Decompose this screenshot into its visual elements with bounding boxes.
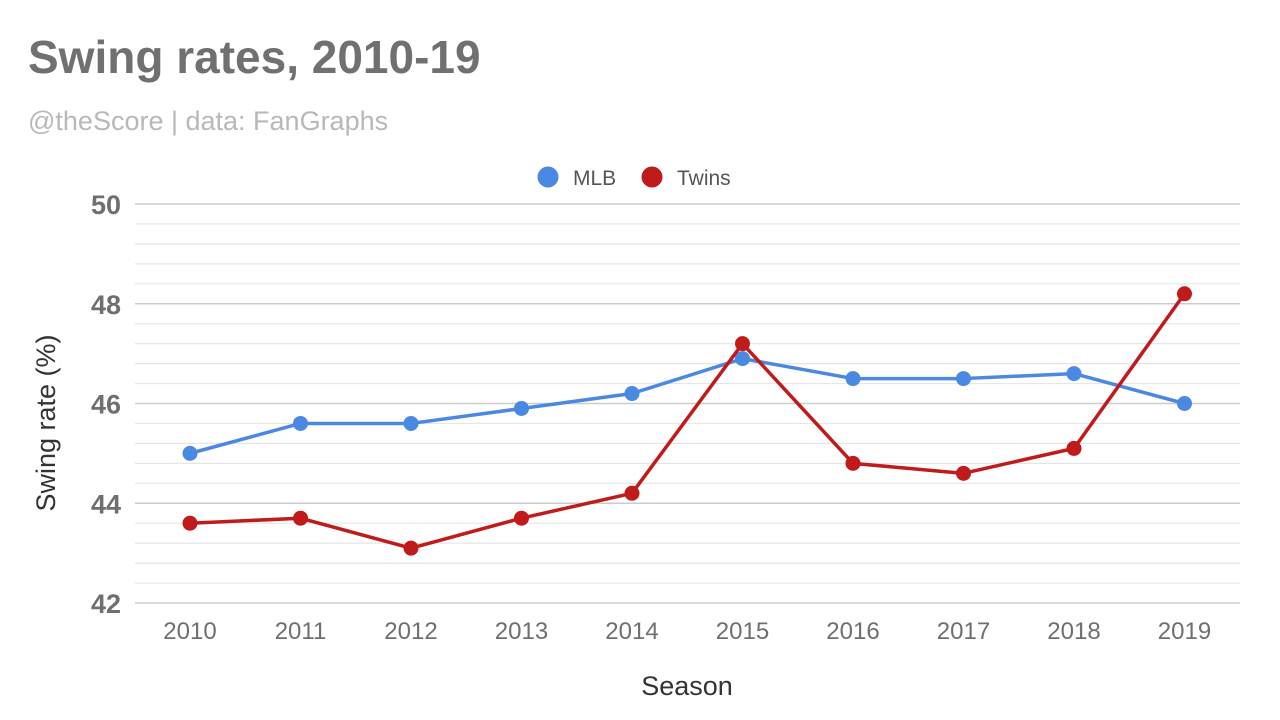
data-point-mlb: [845, 371, 861, 387]
legend-marker: [537, 166, 559, 188]
data-point-twins: [624, 485, 640, 501]
data-point-twins: [293, 510, 308, 526]
x-tick-label: 2017: [937, 618, 990, 645]
series-line-mlb: [189, 356, 1185, 456]
y-tick-label: 46: [91, 390, 121, 420]
y-tick-label: 42: [91, 589, 121, 619]
x-tick-label: 2011: [275, 618, 327, 645]
data-point-mlb: [293, 415, 308, 431]
x-axis-title: Season: [641, 671, 733, 701]
x-tick-label: 2015: [716, 618, 769, 645]
x-axis-ticks: 2010 2011 2012 2013 2014 2015 2016 2017 2018 2019: [163, 618, 1211, 645]
data-point-twins: [956, 465, 971, 481]
y-tick-label: 44: [91, 489, 121, 519]
data-point-twins: [182, 515, 198, 531]
data-point-twins: [403, 540, 419, 556]
data-point-twins: [1066, 440, 1082, 456]
data-point-mlb: [956, 371, 971, 387]
x-tick-label: 2014: [605, 618, 658, 645]
y-tick-label: 50: [91, 190, 121, 220]
series-line-twins: [189, 292, 1186, 550]
y-axis-title: Swing rate (%): [31, 334, 61, 511]
page-subtitle: @theScore | data: FanGraphs: [28, 106, 389, 136]
y-tick-label: 48: [91, 290, 121, 320]
gridlines: [135, 203, 1240, 604]
data-point-mlb: [514, 400, 529, 416]
legend: MLB Twins: [537, 166, 731, 190]
data-point-mlb: [1177, 396, 1192, 411]
x-tick-label: 2018: [1047, 618, 1100, 645]
data-point-mlb: [624, 386, 640, 402]
data-point-mlb: [182, 445, 198, 461]
x-tick-label: 2019: [1158, 618, 1211, 645]
legend-label: MLB: [573, 167, 616, 190]
x-tick-label: 2016: [826, 618, 879, 645]
y-axis-ticks: 42 44 46 48 50: [91, 190, 121, 619]
data-point-twins: [1177, 286, 1192, 302]
legend-marker: [641, 166, 663, 188]
x-tick-label: 2012: [384, 618, 437, 645]
data-point-twins: [735, 336, 750, 352]
series-group: [182, 286, 1192, 556]
data-point-mlb: [735, 351, 750, 367]
data-point-mlb: [403, 415, 419, 431]
x-tick-label: 2010: [163, 618, 216, 645]
data-point-twins: [514, 510, 529, 526]
data-point-mlb: [1066, 366, 1082, 382]
page-title: Swing rates, 2010-19: [28, 31, 481, 83]
x-tick-label: 2013: [495, 618, 548, 645]
legend-label: Twins: [677, 167, 731, 190]
data-point-twins: [845, 455, 861, 471]
